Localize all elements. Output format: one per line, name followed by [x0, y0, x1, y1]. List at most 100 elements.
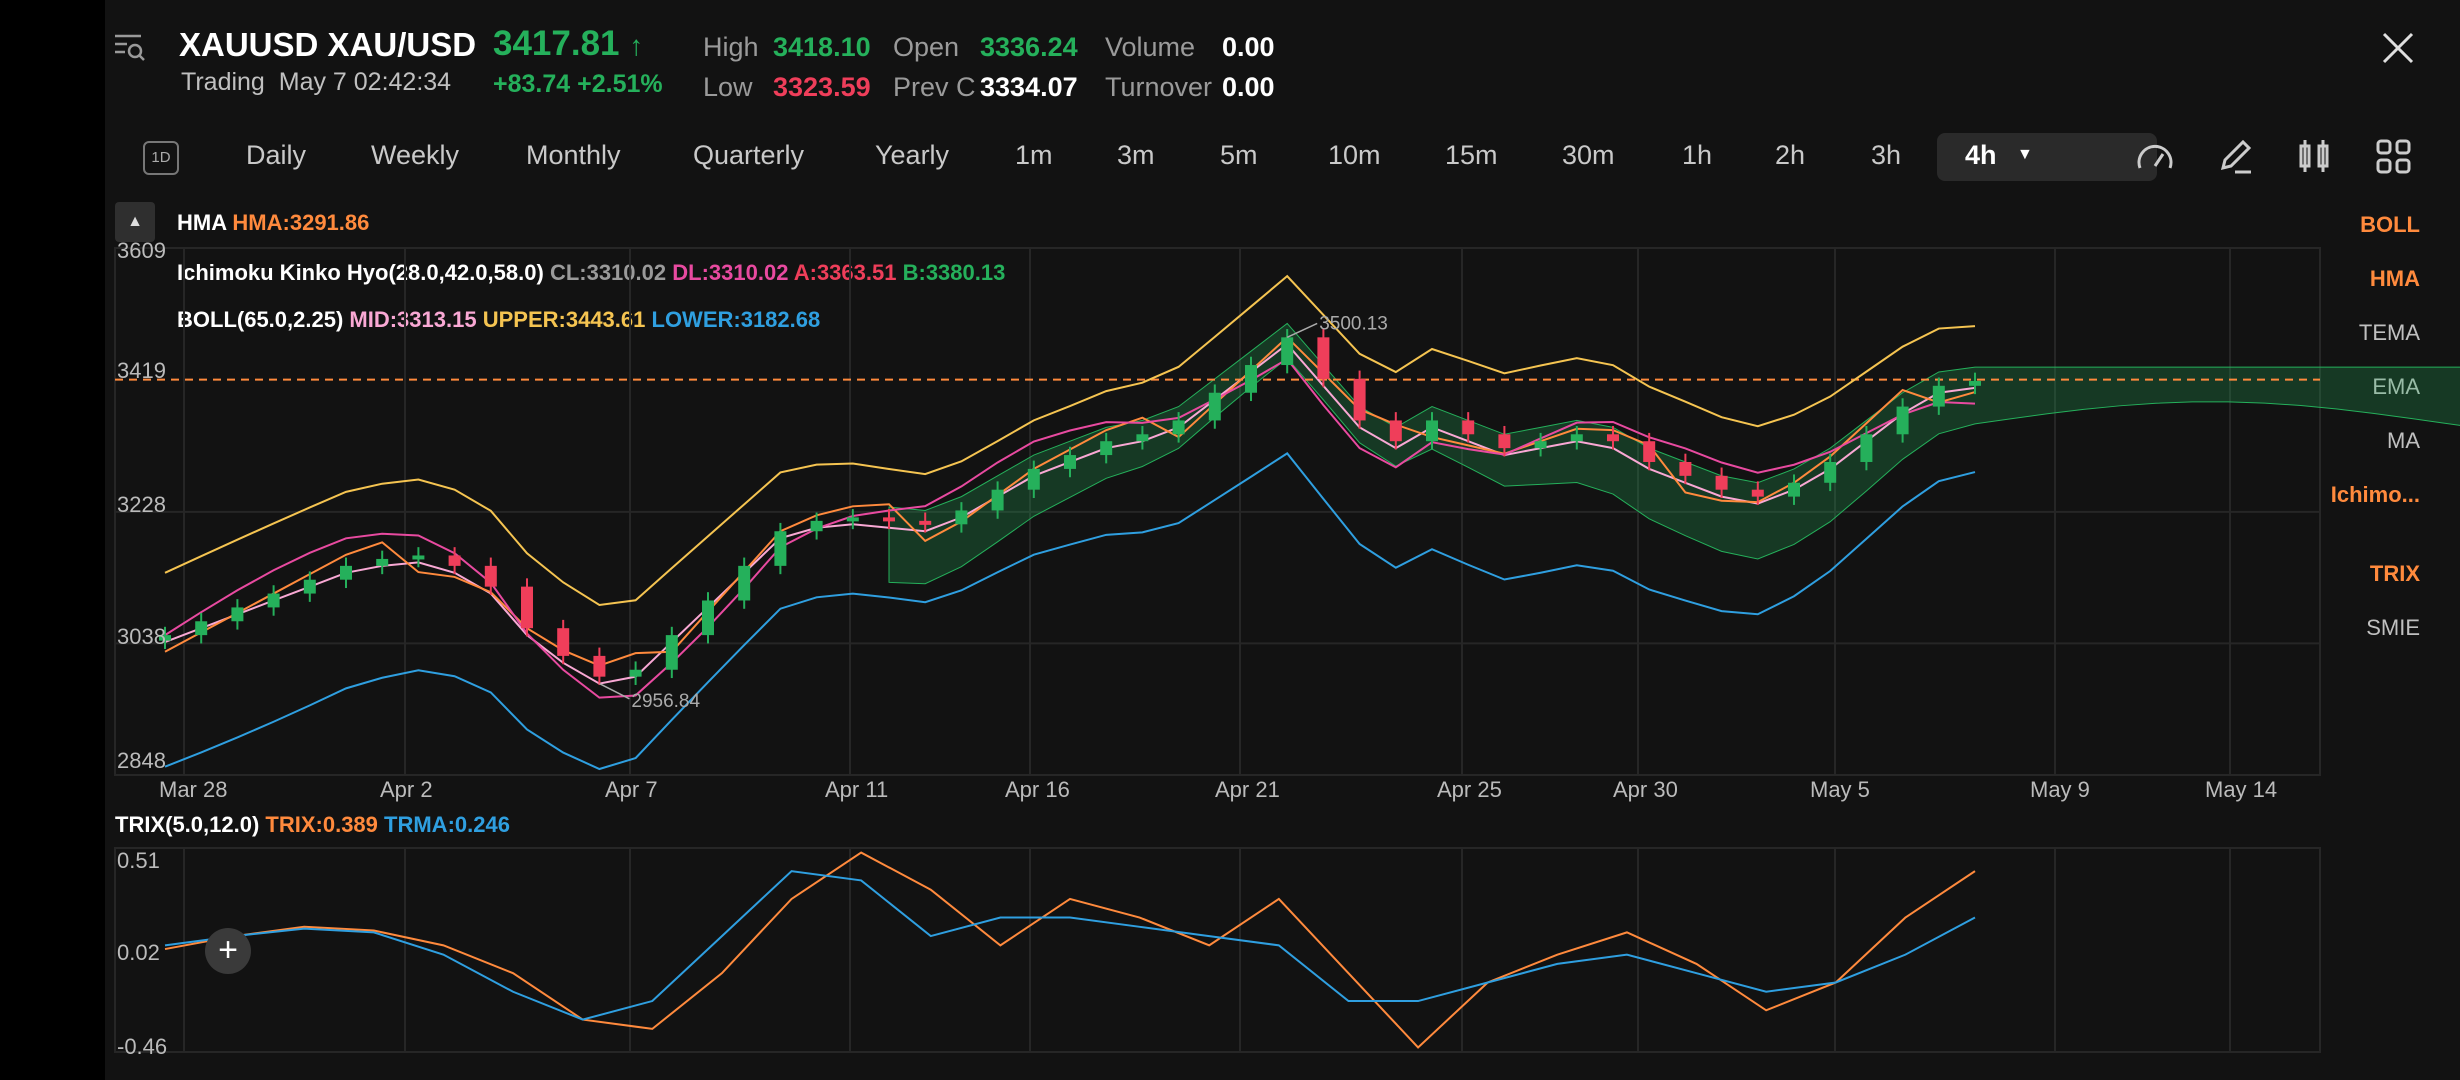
change-percent: +2.51% [577, 70, 663, 98]
candle-body [340, 565, 352, 580]
price-tick-label: 3228 [117, 492, 166, 517]
trma-line [164, 870, 1976, 1021]
date-tick-label: Apr 25 [1437, 777, 1502, 802]
candle-body [774, 531, 787, 566]
tf-10m[interactable]: 10m [1328, 140, 1381, 170]
tf-3m[interactable]: 3m [1117, 140, 1155, 170]
indicator-hma[interactable]: HMA [2369, 266, 2420, 291]
tf-weekly[interactable]: Weekly [371, 140, 460, 170]
speedometer-icon[interactable] [2135, 138, 2175, 179]
trading-status: Trading May 7 02:42:34 [181, 68, 451, 97]
candle-body [1860, 434, 1873, 462]
price-tick-label: 3419 [117, 358, 166, 383]
volume-label: Volume [1105, 32, 1196, 62]
indicator-ichimoku[interactable]: Ichimo... [2330, 482, 2420, 507]
candle-body [1064, 455, 1076, 469]
indicator-ma[interactable]: MA [2387, 428, 2420, 453]
price-change: +83.74 +2.51% [493, 70, 663, 99]
candle-body [267, 593, 280, 608]
candle-body [1389, 420, 1402, 442]
pencil-icon[interactable] [2215, 136, 2255, 181]
candle-body [1245, 365, 1257, 393]
tf-15m[interactable]: 15m [1445, 140, 1498, 170]
tf-30m[interactable]: 30m [1562, 140, 1615, 170]
symbol-title: XAUUSD XAU/USD [179, 26, 476, 64]
candle-body [159, 635, 171, 641]
high-annotation-line [1286, 322, 1318, 339]
open-label: Open [893, 32, 960, 62]
collapse-button[interactable]: ▲ [115, 202, 155, 242]
candlestick-icon[interactable] [2295, 136, 2335, 181]
candle-body [919, 520, 932, 525]
chevron-down-icon[interactable]: ▼ [2017, 146, 2033, 163]
candle-body [1100, 441, 1113, 456]
turnover-value: 0.00 [1222, 72, 1275, 102]
candle-body [629, 669, 642, 677]
tf-2h[interactable]: 2h [1775, 140, 1806, 170]
hma-value: HMA:3291.86 [232, 210, 370, 235]
low-value: 3323.59 [773, 72, 871, 102]
tf-yearly[interactable]: Yearly [875, 140, 950, 170]
indicator-ema[interactable]: EMA [2372, 374, 2420, 399]
candle-body [1281, 337, 1294, 366]
candle-body [195, 621, 208, 636]
ichimoku-dl: DL:3310.02 [672, 260, 789, 285]
indicator-smie[interactable]: SMIE [2366, 615, 2420, 640]
ichimoku-legend: Ichimoku Kinko Hyo(28.0,42.0,58.0) CL:33… [177, 260, 1005, 286]
tf-1h[interactable]: 1h [1682, 140, 1713, 170]
boll-lower-line [164, 452, 1976, 771]
candle-body [1317, 337, 1330, 379]
status-datetime: May 7 02:42:34 [278, 68, 452, 96]
tf-quarterly[interactable]: Quarterly [693, 140, 805, 170]
candle-body [702, 600, 714, 636]
price-tick-label: 2848 [117, 748, 166, 773]
candle-body [303, 579, 316, 594]
tf-4h-selected[interactable] [1937, 133, 2157, 181]
timeframe-badge[interactable]: 1D [143, 141, 179, 175]
tf-1m[interactable]: 1m [1015, 140, 1053, 170]
close-icon[interactable] [2380, 30, 2416, 66]
candle-body [1932, 385, 1945, 407]
hma-legend: HMA HMA:3291.86 [177, 210, 369, 236]
indicator-boll[interactable]: BOLL [2360, 212, 2420, 237]
boll-legend: BOLL(65.0,2.25) MID:3313.15 UPPER:3443.6… [177, 307, 820, 333]
date-tick-label: May 9 [2030, 777, 2090, 802]
candle-body [1715, 475, 1728, 490]
high-value: 3418.10 [773, 32, 871, 62]
grid-icon[interactable] [2375, 138, 2413, 181]
tf-monthly[interactable]: Monthly [526, 140, 621, 170]
tf-3h[interactable]: 3h [1871, 140, 1902, 170]
date-tick-label: Apr 21 [1215, 777, 1280, 802]
date-tick-label: Apr 16 [1005, 777, 1070, 802]
indicator-tema[interactable]: TEMA [2358, 320, 2420, 345]
last-price-value: 3417.81 [493, 24, 620, 63]
volume-value: 0.00 [1222, 32, 1275, 62]
symbol-name: XAU/USD [327, 26, 477, 63]
candle-body [231, 607, 244, 622]
candle-body [1027, 468, 1040, 490]
turnover-label: Turnover [1105, 72, 1213, 102]
trix-value: TRIX:0.389 [265, 812, 378, 837]
trix-tick-label: 0.02 [117, 940, 160, 965]
candle-body [376, 558, 389, 566]
candle-body [412, 555, 425, 560]
candle-body [846, 517, 859, 522]
tf-5m[interactable]: 5m [1220, 140, 1258, 170]
candle-body [810, 520, 823, 532]
last-price: 3417.81 ↑ [493, 24, 643, 64]
candle-body [1353, 378, 1366, 421]
indicator-trix[interactable]: TRIX [2369, 561, 2420, 586]
candle-body [1679, 461, 1692, 476]
candle-body [1570, 434, 1583, 442]
boll-mid: MID:3313.15 [349, 307, 477, 332]
tf-4h-label[interactable]: 4h [1965, 140, 1997, 170]
prevc-value: 3334.07 [980, 72, 1078, 102]
add-crosshair-button[interactable]: + [205, 928, 251, 974]
date-tick-label: Apr 7 [605, 777, 658, 802]
date-tick-label: Apr 30 [1613, 777, 1678, 802]
candle-body [557, 628, 570, 656]
menu-search-icon[interactable] [113, 30, 147, 64]
tf-daily[interactable]: Daily [246, 140, 307, 170]
trix-legend: TRIX(5.0,12.0) TRIX:0.389 TRMA:0.246 [115, 812, 510, 838]
candle-body [1788, 482, 1800, 497]
